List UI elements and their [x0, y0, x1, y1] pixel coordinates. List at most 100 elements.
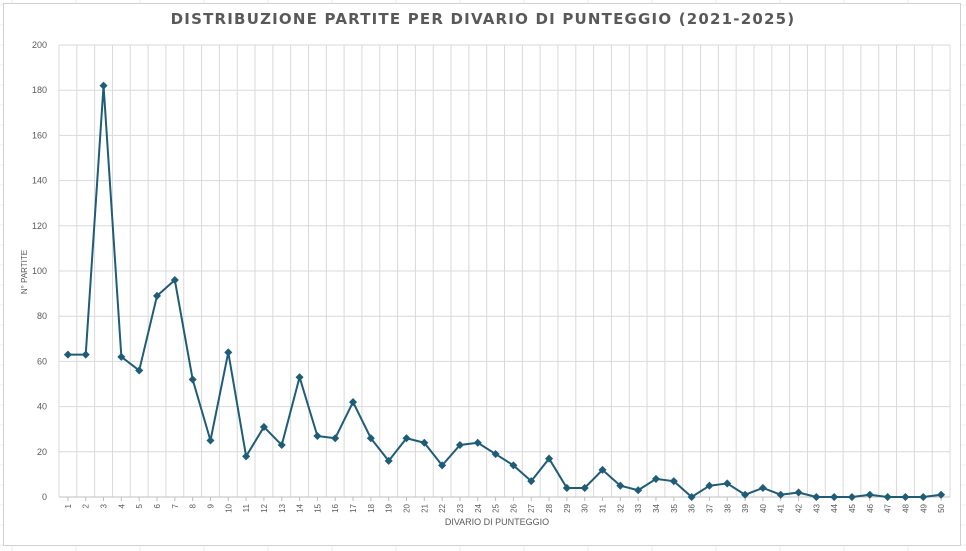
data-point-marker[interactable] [473, 438, 482, 447]
data-point-marker[interactable] [277, 440, 286, 450]
x-tick-label: 11 [242, 503, 251, 512]
x-tick-label: 18 [367, 503, 376, 512]
x-tick-label: 13 [278, 503, 287, 512]
x-tick-label: 1 [64, 503, 73, 508]
x-tick-label: 28 [545, 503, 554, 512]
x-axis-label: DIVARIO DI PUNTEGGIO [445, 517, 549, 527]
data-point-marker[interactable] [758, 483, 767, 492]
data-point-marker[interactable] [830, 492, 839, 502]
data-point-marker[interactable] [865, 490, 874, 499]
x-tick-label: 44 [830, 503, 839, 512]
x-tick-label: 50 [937, 503, 946, 512]
x-tick-label: 22 [438, 503, 447, 512]
x-tick-label: 5 [135, 503, 144, 508]
gridlines [58, 44, 951, 498]
data-point-marker[interactable] [919, 492, 928, 502]
data-point-marker[interactable] [794, 488, 803, 497]
x-tick-label: 40 [759, 503, 768, 512]
data-point-marker[interactable] [812, 492, 821, 502]
data-point-marker[interactable] [349, 398, 358, 407]
y-axis-label: N° PARTITE [20, 250, 29, 294]
data-point-marker[interactable] [295, 373, 304, 382]
x-tick-label: 31 [599, 503, 608, 512]
data-point-marker[interactable] [687, 492, 696, 502]
x-tick-label: 35 [670, 503, 679, 512]
x-tick-label: 4 [117, 503, 126, 508]
data-point-marker[interactable] [366, 434, 375, 443]
data-point-marker[interactable] [152, 291, 162, 300]
x-tick-label: 24 [474, 503, 483, 512]
x-tick-label: 49 [919, 503, 928, 512]
data-point-marker[interactable] [224, 348, 233, 357]
x-tick-label: 19 [385, 503, 394, 512]
data-point-marker[interactable] [135, 366, 144, 375]
data-point-marker[interactable] [99, 81, 108, 90]
data-point-marker[interactable] [63, 350, 72, 359]
data-point-marker[interactable] [901, 492, 910, 502]
data-point-marker[interactable] [669, 477, 678, 486]
x-tick-label: 34 [652, 503, 661, 512]
y-tick-label: 80 [37, 311, 47, 321]
data-point-marker[interactable] [616, 481, 625, 490]
y-tick-label: 160 [32, 130, 47, 140]
x-tick-label: 8 [189, 503, 198, 508]
data-point-marker[interactable] [723, 479, 732, 488]
x-tick-label: 37 [705, 503, 714, 512]
data-point-marker[interactable] [188, 375, 197, 384]
data-series [63, 81, 946, 502]
x-tick-label: 27 [527, 503, 536, 512]
y-tick-label: 20 [37, 447, 47, 457]
data-point-marker[interactable] [491, 450, 500, 459]
x-tick-label: 48 [901, 503, 910, 512]
y-tick-label: 40 [37, 402, 47, 412]
data-point-marker[interactable] [545, 454, 554, 463]
data-point-marker[interactable] [402, 434, 411, 443]
data-point-marker[interactable] [206, 436, 215, 445]
x-tick-label: 29 [563, 503, 572, 512]
x-tick-label: 14 [296, 503, 305, 512]
x-tick-label: 21 [420, 503, 429, 512]
data-point-marker[interactable] [580, 483, 589, 492]
data-point-marker[interactable] [438, 461, 447, 470]
data-point-marker[interactable] [331, 434, 340, 443]
data-point-marker[interactable] [81, 350, 90, 359]
x-tick-label: 17 [349, 503, 358, 512]
x-tick-label: 42 [795, 503, 804, 512]
x-tick-label: 23 [456, 503, 465, 512]
chart-title: DISTRIBUZIONE PARTITE PER DIVARIO DI PUN… [170, 10, 796, 28]
x-tick-label: 43 [812, 503, 821, 512]
data-point-marker[interactable] [170, 276, 179, 285]
data-point-marker[interactable] [420, 438, 429, 447]
data-point-marker[interactable] [847, 492, 857, 502]
data-point-marker[interactable] [741, 490, 750, 499]
x-tick-label: 9 [206, 503, 215, 508]
data-point-marker[interactable] [776, 490, 785, 499]
chart-area[interactable] [3, 3, 961, 546]
y-tick-label: 120 [32, 221, 47, 231]
x-tick-label: 6 [153, 503, 162, 508]
x-tick-label: 41 [777, 503, 786, 512]
data-point-marker[interactable] [384, 456, 393, 465]
x-tick-label: 2 [82, 503, 91, 508]
data-point-marker[interactable] [705, 481, 714, 490]
data-point-marker[interactable] [651, 474, 660, 483]
data-point-marker[interactable] [455, 440, 464, 450]
data-point-marker[interactable] [509, 461, 518, 470]
y-tick-label: 100 [32, 266, 47, 276]
x-tick-label: 7 [171, 503, 180, 508]
data-point-marker[interactable] [527, 477, 536, 486]
data-point-marker[interactable] [937, 490, 946, 499]
data-point-marker[interactable] [259, 422, 268, 431]
data-point-marker[interactable] [598, 465, 607, 474]
data-point-marker[interactable] [242, 452, 251, 461]
x-tick-label: 45 [848, 503, 857, 512]
x-tick-label: 15 [313, 503, 322, 512]
data-point-marker[interactable] [883, 492, 892, 502]
y-tick-label: 180 [32, 85, 47, 95]
data-point-marker[interactable] [562, 483, 571, 492]
data-point-marker[interactable] [117, 352, 126, 361]
data-point-marker[interactable] [634, 486, 643, 495]
x-tick-label: 16 [331, 503, 340, 512]
data-point-marker[interactable] [313, 431, 322, 441]
